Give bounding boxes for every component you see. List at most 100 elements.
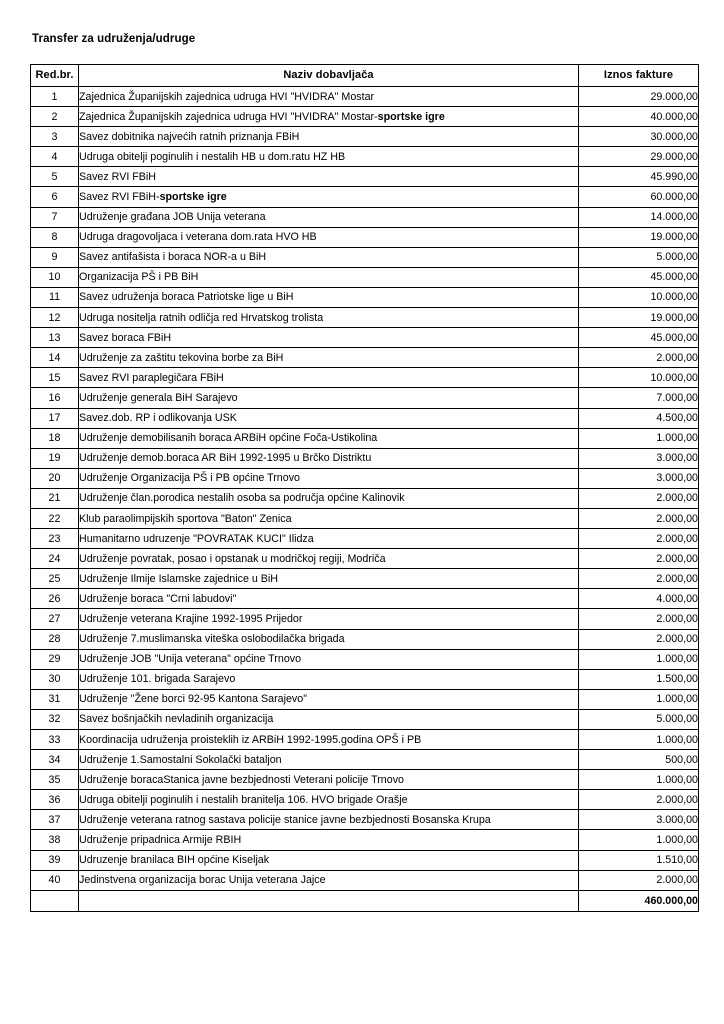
- cell-row-number: 28: [30, 628, 79, 650]
- cell-invoice-amount: 30.000,00: [578, 126, 699, 148]
- cell-row-number: 6: [30, 186, 79, 208]
- table-row: 6 Savez RVI FBiH-sportske igre 60.000,00: [30, 186, 699, 208]
- supplier-name-emphasis: sportske igre: [377, 110, 445, 123]
- table-row: 24 Udruženje povratak, posao i opstanak u…: [30, 548, 699, 570]
- cell-invoice-amount: 4.500,00: [578, 407, 699, 429]
- cell-row-number: 12: [30, 307, 79, 329]
- table-row: 9 Savez antifašista i boraca NOR-a u BiH 5…: [30, 246, 699, 268]
- cell-supplier-name: Udruženje JOB "Unija veterana" općine Tr…: [78, 648, 579, 670]
- supplier-name-text: Udruženje povratak, posao i opstanak u m…: [79, 552, 386, 565]
- supplier-name-text: Klub paraolimpijskih sportova "Baton" Ze…: [79, 512, 292, 525]
- cell-invoice-amount: 1.510,00: [578, 849, 699, 871]
- cell-supplier-name: Udruženje 101. brigada Sarajevo: [78, 668, 579, 690]
- cell-invoice-amount: 2.000,00: [578, 869, 699, 891]
- table-row: 40 Jedinstvena organizacija borac Unija v…: [30, 869, 699, 891]
- cell-invoice-amount: 500,00: [578, 749, 699, 771]
- table-row: 3 Savez dobitnika najvećih ratnih priznan…: [30, 126, 699, 148]
- supplier-name-emphasis: sportske igre: [159, 191, 227, 204]
- table-row: 31 Udruženje "Žene borci 92-95 Kantona Sa…: [30, 688, 699, 710]
- table-row: 33 Koordinacija udruženja proisteklih iz …: [30, 728, 699, 751]
- supplier-name-text: Udruzenje branilaca BIH općine Kiseljak: [79, 854, 270, 867]
- cell-row-number: 21: [30, 487, 79, 509]
- cell-total-label: [78, 889, 579, 912]
- cell-supplier-name: Udruženje Organizacija PŠ i PB općine Tr…: [78, 467, 579, 489]
- cell-row-number: 4: [30, 146, 79, 168]
- cell-row-number: 22: [30, 507, 79, 530]
- cell-supplier-name: Udruženje član.porodica nestalih osoba s…: [78, 487, 579, 509]
- cell-supplier-name: Savez RVI FBiH: [78, 166, 579, 188]
- cell-invoice-amount: 5.000,00: [578, 708, 699, 731]
- cell-row-number: 23: [30, 528, 79, 550]
- supplier-name-text: Udruženje Ilmije Islamske zajednice u Bi…: [79, 572, 279, 585]
- cell-supplier-name: Organizacija PŠ i PB BiH: [78, 266, 579, 288]
- cell-invoice-amount: 2.000,00: [578, 628, 699, 650]
- supplier-name-text: Zajednica Županijskih zajednica udruga H…: [79, 90, 375, 103]
- cell-invoice-amount: 45.000,00: [578, 327, 699, 349]
- cell-invoice-amount: 29.000,00: [578, 146, 699, 168]
- table-row: 17 Savez.dob. RP i odlikovanja USK 4.500,0…: [30, 407, 699, 429]
- cell-row-number: 39: [30, 849, 79, 871]
- table-row: 20 Udruženje Organizacija PŠ i PB općine …: [30, 467, 699, 489]
- cell-supplier-name: Udruga obitelji poginulih i nestalih bra…: [78, 789, 579, 811]
- cell-row-number: 8: [30, 226, 79, 248]
- table-row: 11 Savez udruženja boraca Patriotske lige…: [30, 286, 699, 309]
- cell-supplier-name: Udruženje 1.Samostalni Sokolački bataljo…: [78, 749, 579, 771]
- cell-row-number: 16: [30, 387, 79, 409]
- cell-invoice-amount: 3.000,00: [578, 809, 699, 831]
- supplier-name-text: Udruženje pripadnica Armije RBIH: [79, 834, 242, 847]
- table-row: 34 Udruženje 1.Samostalni Sokolački batal…: [30, 749, 699, 771]
- cell-invoice-amount: 1.000,00: [578, 769, 699, 791]
- supplier-name-text: Udruženje za zaštitu tekovina borbe za B…: [79, 351, 284, 364]
- cell-supplier-name: Savez boraca FBiH: [78, 327, 579, 349]
- cell-supplier-name: Savez RVI FBiH-sportske igre: [78, 186, 579, 208]
- cell-invoice-amount: 1.000,00: [578, 829, 699, 851]
- cell-row-number: 17: [30, 407, 79, 429]
- cell-row-number: 20: [30, 467, 79, 489]
- supplier-name-text: Savez bošnjačkih nevladinih organizacija: [79, 713, 274, 726]
- cell-invoice-amount: 10.000,00: [578, 286, 699, 309]
- table-row: 21 Udruženje član.porodica nestalih osoba…: [30, 487, 699, 509]
- column-header-name: Naziv dobavljača: [78, 64, 579, 87]
- supplier-name-text: Udruga nositelja ratnih odličja red Hrva…: [79, 311, 324, 324]
- cell-row-number: 30: [30, 668, 79, 690]
- cell-invoice-amount: 40.000,00: [578, 106, 699, 128]
- cell-invoice-amount: 2.000,00: [578, 548, 699, 570]
- table-row: 7 Udruženje građana JOB Unija veterana 14.…: [30, 206, 699, 228]
- cell-supplier-name: Udruženje povratak, posao i opstanak u m…: [78, 548, 579, 570]
- cell-invoice-amount: 45.990,00: [578, 166, 699, 188]
- cell-row-number: 26: [30, 588, 79, 610]
- cell-supplier-name: Zajednica Županijskih zajednica udruga H…: [78, 106, 579, 128]
- table-row: 1 Zajednica Županijskih zajednica udruga …: [30, 85, 699, 108]
- cell-supplier-name: Udruga dragovoljaca i veterana dom.rata …: [78, 226, 579, 248]
- column-header-amount: Iznos fakture: [578, 64, 699, 87]
- table-row: 18 Udruženje demobilisanih boraca ARBiH o…: [30, 427, 699, 449]
- supplier-name-text: Savez dobitnika najvećih ratnih priznanj…: [79, 130, 300, 143]
- supplier-name-text: Udruženje veterana ratnog sastava polici…: [79, 813, 491, 826]
- cell-row-number: 9: [30, 246, 79, 268]
- cell-row-number: 29: [30, 648, 79, 670]
- cell-invoice-amount: 45.000,00: [578, 266, 699, 288]
- table-row: 8 Udruga dragovoljaca i veterana dom.rata…: [30, 226, 699, 248]
- supplier-name-text: Savez RVI FBiH: [79, 170, 157, 183]
- cell-invoice-amount: 1.000,00: [578, 728, 699, 751]
- table-header-row: Red.br. Naziv dobavljača Iznos fakture: [30, 64, 699, 87]
- cell-supplier-name: Udruženje boracaStanica javne bezbjednos…: [78, 769, 579, 791]
- table-body: 1 Zajednica Županijskih zajednica udruga …: [30, 85, 699, 912]
- cell-invoice-amount: 3.000,00: [578, 467, 699, 489]
- cell-row-number: 38: [30, 829, 79, 851]
- table-row: 12 Udruga nositelja ratnih odličja red Hr…: [30, 307, 699, 329]
- cell-row-number: 5: [30, 166, 79, 188]
- cell-row-number: 1: [30, 85, 79, 108]
- supplier-name-text: Udruženje "Žene borci 92-95 Kantona Sara…: [79, 693, 308, 706]
- page-title: Transfer za udruženja/udruge: [32, 33, 196, 45]
- supplier-name-text: Udruženje boracaStanica javne bezbjednos…: [79, 773, 404, 786]
- table-header: Red.br. Naziv dobavljača Iznos fakture: [30, 64, 699, 87]
- column-header-number: Red.br.: [30, 64, 79, 87]
- table-row: 29 Udruženje JOB "Unija veterana" općine …: [30, 648, 699, 670]
- table-row: 37 Udruženje veterana ratnog sastava poli…: [30, 809, 699, 831]
- table-total-row: 460.000,00: [30, 889, 699, 912]
- cell-supplier-name: Udruženje građana JOB Unija veterana: [78, 206, 579, 228]
- supplier-name-text: Udruženje građana JOB Unija veterana: [79, 211, 266, 224]
- table-row: 39 Udruzenje branilaca BIH općine Kiselja…: [30, 849, 699, 871]
- table-row: 28 Udruženje 7.muslimanska viteška oslobo…: [30, 628, 699, 650]
